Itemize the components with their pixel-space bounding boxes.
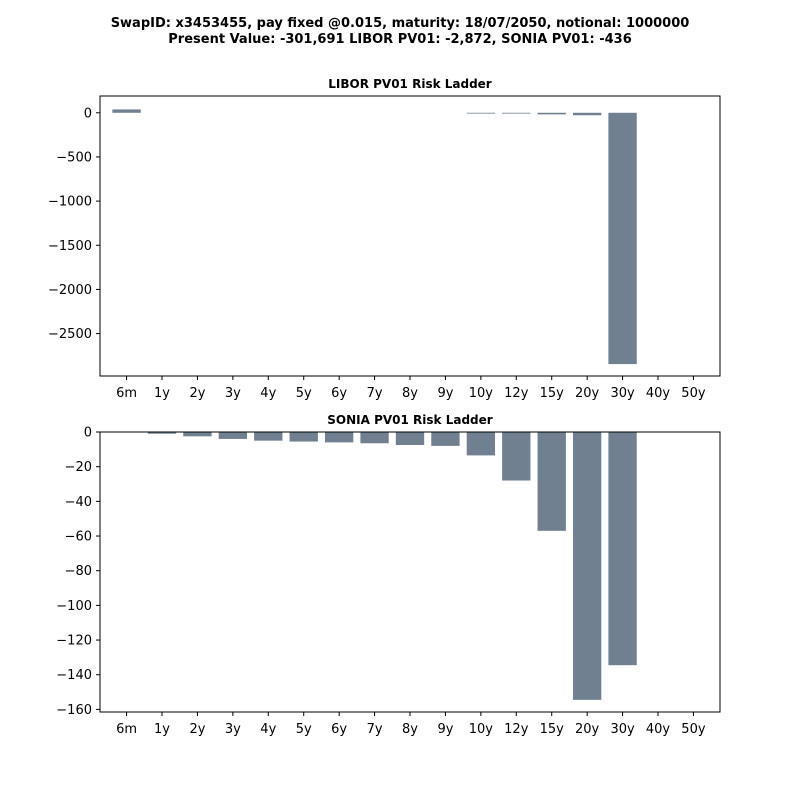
sonia-bar-7y — [360, 432, 389, 444]
sonia-bar-1y — [147, 432, 177, 434]
sonia-xtick-label: 40y — [646, 722, 671, 737]
libor-xtick-label: 10y — [469, 386, 494, 401]
sonia-xtick-label: 2y — [189, 722, 205, 737]
libor-xtick-label: 8y — [402, 386, 418, 401]
sonia-bar-20y — [572, 432, 602, 700]
libor-ytick-label: −1000 — [48, 195, 92, 210]
libor-xtick-label: 2y — [189, 386, 205, 401]
sonia-ytick-label: −120 — [56, 634, 92, 649]
sonia-chart-title: SONIA PV01 Risk Ladder — [327, 413, 492, 427]
sonia-xtick-label: 12y — [504, 722, 529, 737]
libor-xtick-label: 40y — [646, 386, 671, 401]
libor-pv01-chart: LIBOR PV01 Risk Ladder 0 −500 −1000 −1500 −2… — [48, 77, 721, 401]
sonia-bar-9y — [431, 432, 460, 446]
sonia-bar-5y — [289, 432, 318, 442]
libor-xtick-label: 4y — [260, 386, 276, 401]
sonia-bar-10y — [466, 432, 496, 456]
libor-xtick-label: 6m — [116, 386, 137, 401]
libor-xtick-label: 3y — [225, 386, 241, 401]
libor-xtick-label: 1y — [154, 386, 170, 401]
sonia-ytick-label: −20 — [65, 460, 92, 475]
sonia-xtick-label: 9y — [437, 722, 453, 737]
sonia-ytick-label: 0 — [84, 426, 92, 441]
sonia-xtick-label: 30y — [610, 722, 635, 737]
libor-xtick-label: 9y — [437, 386, 453, 401]
sonia-pv01-chart: SONIA PV01 Risk Ladder 0 −20 −40 −60 −80 −100… — [56, 413, 721, 737]
sonia-bar-2y — [183, 432, 212, 437]
sonia-xtick-label: 8y — [402, 722, 418, 737]
libor-bar-6m — [112, 109, 141, 113]
sonia-xtick-label: 1y — [154, 722, 170, 737]
figure-title-line1: SwapID: x3453455, pay fixed @0.015, matu… — [111, 16, 690, 31]
sonia-xtick-label: 50y — [681, 722, 706, 737]
sonia-bar-30y — [608, 432, 637, 666]
libor-bar-20y — [572, 112, 602, 116]
sonia-bar-8y — [395, 432, 425, 445]
libor-bar-30y — [608, 112, 637, 365]
sonia-xtick-label: 7y — [367, 722, 383, 737]
sonia-bar-4y — [254, 432, 283, 441]
libor-xtick-label: 7y — [367, 386, 383, 401]
sonia-ytick-label: −40 — [65, 495, 92, 510]
libor-ytick-label: −2000 — [48, 283, 92, 298]
sonia-xtick-label: 3y — [225, 722, 241, 737]
libor-bar-15y — [537, 112, 566, 115]
sonia-ytick-label: −60 — [65, 530, 92, 545]
libor-bar-10y — [466, 112, 496, 114]
libor-xtick-label: 30y — [610, 386, 635, 401]
libor-xtick-label: 5y — [296, 386, 312, 401]
sonia-xtick-label: 10y — [469, 722, 494, 737]
libor-chart-title: LIBOR PV01 Risk Ladder — [328, 77, 492, 91]
libor-xtick-label: 12y — [504, 386, 529, 401]
sonia-ytick-label: −140 — [56, 668, 92, 683]
libor-ytick-label: 0 — [84, 106, 92, 121]
sonia-ytick-label: −160 — [56, 703, 92, 718]
sonia-xtick-label: 5y — [296, 722, 312, 737]
sonia-ytick-label: −80 — [65, 564, 92, 579]
libor-xtick-label: 20y — [575, 386, 600, 401]
sonia-bar-3y — [218, 432, 248, 439]
libor-ytick-label: −500 — [56, 150, 92, 165]
sonia-xtick-label: 4y — [260, 722, 276, 737]
figure-title-line2: Present Value: -301,691 LIBOR PV01: -2,8… — [168, 32, 631, 47]
sonia-xtick-label: 20y — [575, 722, 600, 737]
libor-xtick-label: 6y — [331, 386, 347, 401]
sonia-xtick-label: 6m — [116, 722, 137, 737]
sonia-xtick-label: 6y — [331, 722, 347, 737]
libor-bar-12y — [502, 112, 531, 114]
sonia-bar-12y — [502, 432, 531, 481]
sonia-ytick-label: −100 — [56, 599, 92, 614]
sonia-bar-15y — [537, 432, 566, 531]
sonia-bar-6y — [324, 432, 354, 443]
libor-ytick-label: −1500 — [48, 239, 92, 254]
libor-ytick-label: −2500 — [48, 327, 92, 342]
sonia-xtick-label: 15y — [540, 722, 565, 737]
libor-xtick-label: 15y — [540, 386, 565, 401]
libor-xtick-label: 50y — [681, 386, 706, 401]
